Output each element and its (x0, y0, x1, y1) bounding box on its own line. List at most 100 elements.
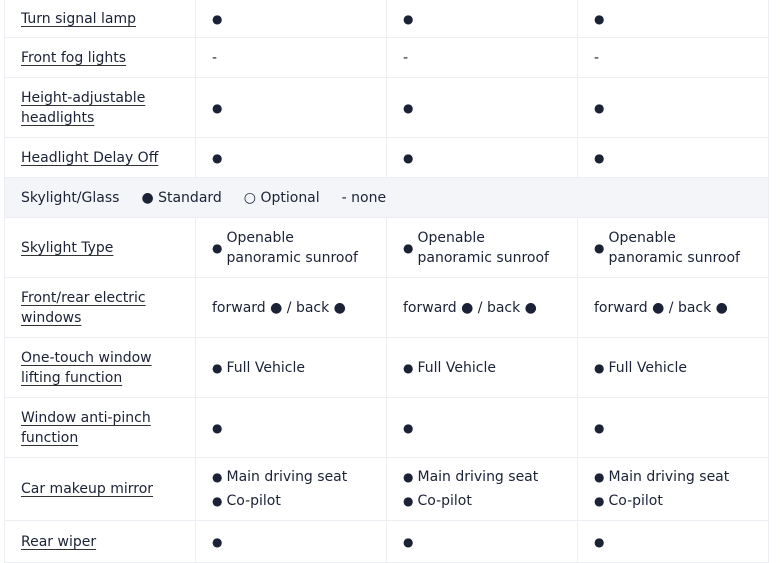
value-text: Co-pilot (608, 493, 663, 509)
value-item: ● (212, 98, 370, 118)
row-label[interactable]: Front fog lights (4, 37, 196, 78)
value-item: ● (212, 532, 370, 552)
value-text: Main driving seat (226, 469, 348, 485)
row-label[interactable]: Car makeup mirror (4, 457, 196, 521)
row-label[interactable]: Headlight Delay Off (4, 137, 196, 178)
standard-dot-icon: ● (403, 420, 414, 435)
legend-item: - none (341, 189, 387, 206)
value-item: - (212, 48, 370, 68)
value-item: ● Co-pilot (594, 491, 752, 511)
feature-link[interactable]: Turn signal lamp (21, 10, 136, 27)
feature-link[interactable]: Rear wiper (21, 533, 97, 550)
row-label[interactable]: Skylight Type (4, 217, 196, 278)
value-item: ● Main driving seat (403, 467, 561, 487)
value-item: - (403, 48, 561, 68)
feature-link[interactable]: One-touch window lifting function (21, 349, 152, 386)
value-cell: ● (386, 520, 578, 563)
value-cell: ● Full Vehicle (195, 337, 387, 398)
row-label[interactable]: Height-adjustable headlights (4, 77, 196, 138)
value-item: ● Openable panoramic sunroof (212, 228, 370, 268)
standard-dot-icon: ● (212, 494, 223, 508)
table-row: Height-adjustable headlights ● ● ● (4, 77, 769, 138)
row-label[interactable]: Turn signal lamp (4, 0, 196, 38)
feature-link[interactable]: Front/rear electric windows (21, 289, 146, 326)
value-cell: ● (195, 520, 387, 563)
value-text: - (212, 49, 218, 66)
standard-dot-icon: ● (212, 11, 223, 26)
feature-link[interactable]: Front fog lights (21, 49, 127, 66)
value-item: ● Openable panoramic sunroof (594, 228, 752, 268)
value-item: ● (594, 418, 752, 438)
value-cell: ● (195, 0, 387, 38)
value-cell: ● Openable panoramic sunroof (386, 217, 578, 278)
standard-dot-icon: ● (403, 534, 414, 549)
standard-dot-icon: ● (403, 11, 414, 26)
value-item: ● (212, 148, 370, 168)
value-cell: ● (386, 137, 578, 178)
value-cell: ● (577, 397, 769, 458)
value-text: Main driving seat (608, 469, 730, 485)
standard-dot-icon: ● (594, 11, 605, 26)
standard-dot-icon: ● (212, 534, 223, 549)
value-item: forward ● / back ● (594, 298, 752, 318)
value-item: ● (594, 532, 752, 552)
section-title: Skylight/Glass (21, 189, 120, 206)
table-row: Front fog lights - - - (4, 37, 769, 78)
value-cell: ● Full Vehicle (577, 337, 769, 398)
value-cell: ● (577, 137, 769, 178)
table-row: Headlight Delay Off ● ● ● (4, 137, 769, 178)
value-item: ● Co-pilot (212, 491, 370, 511)
table-row: One-touch window lifting function ● Full V… (4, 337, 769, 398)
value-cell: ● Main driving seat ● Co-pilot (195, 457, 387, 521)
row-label[interactable]: Rear wiper (4, 520, 196, 563)
feature-link[interactable]: Window anti-pinch function (21, 409, 151, 446)
table-row: Turn signal lamp ● ● ● (4, 0, 769, 38)
value-item: ● (594, 9, 752, 29)
value-cell: ● (577, 0, 769, 38)
standard-dot-icon: ● (594, 360, 605, 375)
standard-dot-icon: ● (403, 360, 414, 375)
value-item: ● (594, 148, 752, 168)
value-cell: forward ● / back ● (577, 277, 769, 338)
feature-link[interactable]: Height-adjustable headlights (21, 89, 146, 126)
value-text: forward ● / back ● (594, 299, 728, 316)
table-row: Rear wiper ● ● ● (4, 520, 769, 563)
value-item: ● Main driving seat (594, 467, 752, 487)
standard-dot-icon: ● (594, 150, 605, 165)
value-cell: forward ● / back ● (386, 277, 578, 338)
feature-link[interactable]: Car makeup mirror (21, 481, 154, 497)
feature-link[interactable]: Headlight Delay Off (21, 149, 159, 166)
value-item: ● Main driving seat (212, 467, 370, 487)
standard-dot-icon: ● (403, 100, 414, 115)
value-cell: - (386, 37, 578, 78)
value-text: Openable panoramic sunroof (226, 229, 358, 266)
value-cell: ● (195, 397, 387, 458)
value-item: forward ● / back ● (212, 298, 370, 318)
value-text: Co-pilot (226, 493, 281, 509)
value-cell: ● (386, 397, 578, 458)
value-item: - (594, 48, 752, 68)
standard-dot-icon: ● (212, 470, 223, 484)
value-cell: forward ● / back ● (195, 277, 387, 338)
value-cell: ● (195, 137, 387, 178)
value-item: ● Full Vehicle (403, 358, 561, 378)
row-label[interactable]: Window anti-pinch function (4, 397, 196, 458)
value-item: ● (403, 532, 561, 552)
value-item: ● Co-pilot (403, 491, 561, 511)
value-cell: ● Openable panoramic sunroof (577, 217, 769, 278)
row-label[interactable]: One-touch window lifting function (4, 337, 196, 398)
feature-link[interactable]: Skylight Type (21, 239, 114, 256)
standard-dot-icon: ● (403, 150, 414, 165)
section-header: Skylight/Glass ● Standard ○ Optional - none (4, 177, 769, 218)
value-text: Openable panoramic sunroof (608, 229, 740, 266)
value-text: Co-pilot (417, 493, 472, 509)
value-cell: - (577, 37, 769, 78)
table-row: Front/rear electric windows forward ● / b… (4, 277, 769, 338)
legend-item: ● Standard (141, 189, 222, 206)
standard-dot-icon: ● (594, 470, 605, 484)
value-item: ● (403, 148, 561, 168)
value-cell: - (195, 37, 387, 78)
value-item: ● (403, 9, 561, 29)
row-label[interactable]: Front/rear electric windows (4, 277, 196, 338)
value-cell: ● Full Vehicle (386, 337, 578, 398)
